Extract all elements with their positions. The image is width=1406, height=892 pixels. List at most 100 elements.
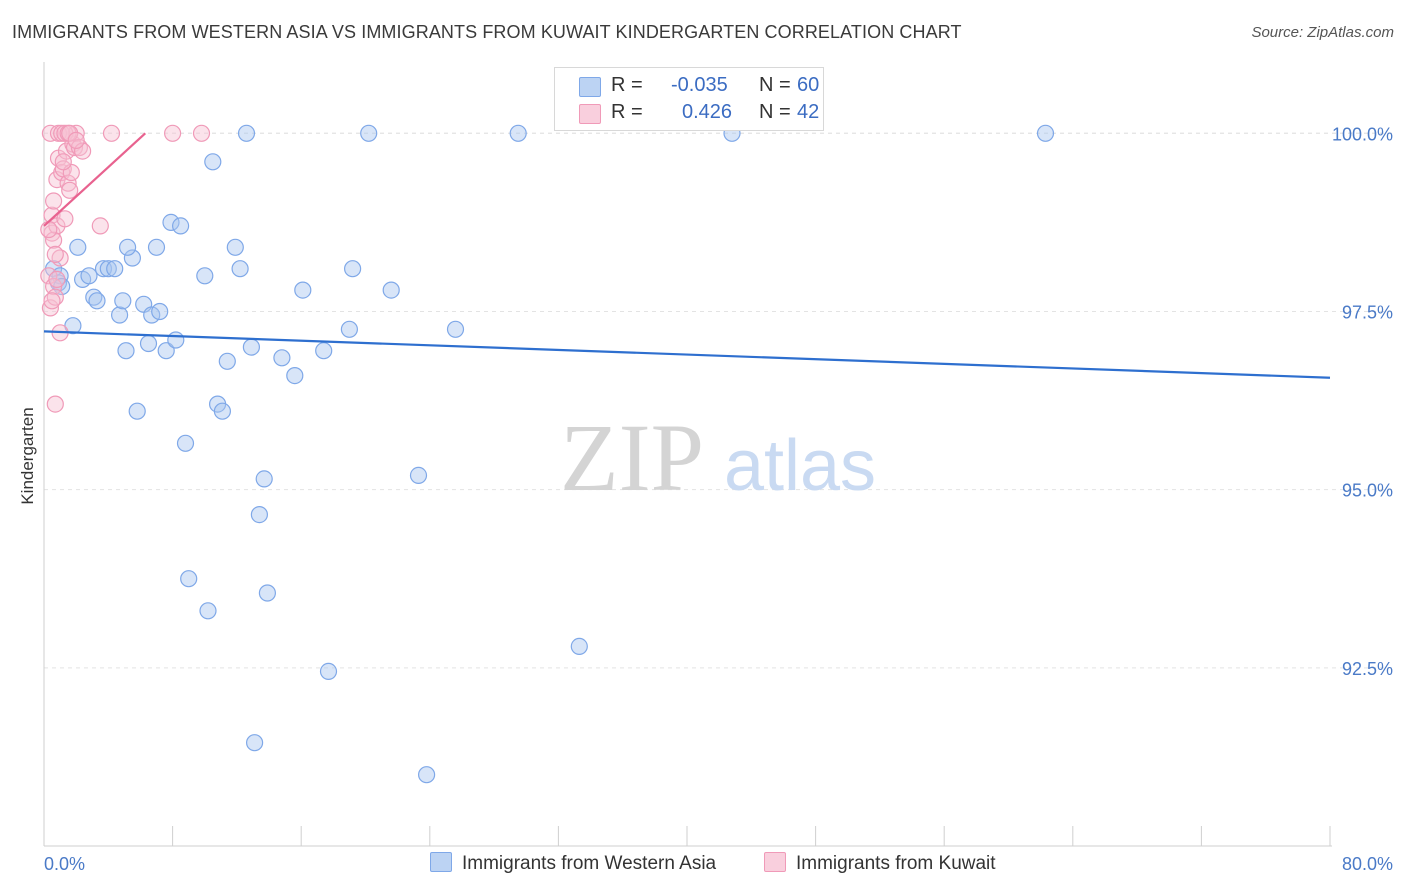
data-point [46,395,64,413]
watermark: ZIP atlas [560,404,876,511]
legend-r-value-western-asia: -0.035 [671,74,728,96]
legend-n-value-kuwait: 42 [797,101,820,123]
data-point [61,124,79,142]
data-point [56,210,74,228]
data-point [59,174,77,192]
data-point [204,153,222,171]
data-point [273,349,291,367]
data-point [69,238,87,256]
data-point [110,306,129,324]
data-point [139,334,158,353]
data-point [418,766,436,784]
data-point [226,238,244,256]
data-point [99,260,117,278]
series-western-asia-points [44,124,1055,784]
legend-n-value-western-asia: 60 [797,74,820,96]
data-point [570,637,588,656]
y-tick-label: 92.5% [1342,659,1393,679]
chart-source: Source: ZipAtlas.com [1251,24,1394,41]
trend-line-western-asia [43,330,1331,379]
data-point [242,338,260,356]
data-point [128,402,146,420]
data-point [157,342,175,360]
data-point [344,260,362,278]
data-point [409,466,428,484]
data-point [151,302,169,321]
legend-swatch-kuwait [579,104,601,124]
data-point [80,267,98,285]
data-point [67,131,85,149]
data-point [172,217,190,235]
data-point [382,281,400,299]
bottom-legend-kuwait: Immigrants from Kuwait [764,852,996,875]
data-point [48,270,66,288]
data-point [114,292,132,310]
gridlines [44,132,1392,669]
data-point [123,249,141,267]
data-point [147,238,166,256]
legend-r-label: R = [611,101,643,123]
tick-labels: 100.0% 97.5% 95.0% 92.5% 0.0% 80.0% [44,124,1393,874]
data-point [46,245,64,263]
data-point [40,220,58,239]
y-tick-label: 95.0% [1342,481,1393,501]
watermark-zip: ZIP [560,404,704,511]
bottom-legend-western-asia: Immigrants from Western Asia [430,852,716,875]
data-point [167,331,185,349]
y-axis-label: Kindergarten [18,407,37,504]
legend-swatch-western-asia [579,77,601,97]
data-point [180,570,198,588]
bottom-legend-swatch-western-asia [430,852,452,872]
stats-legend: R = -0.035 N = 60 R = 0.426 N = 42 [554,67,824,131]
watermark-atlas: atlas [724,426,876,506]
x-tick-label-min: 0.0% [44,854,85,874]
data-point [1036,124,1055,142]
series-kuwait-points [40,124,211,413]
data-point [106,260,124,278]
chart-title: IMMIGRANTS FROM WESTERN ASIA VS IMMIGRAN… [12,22,962,42]
data-point [509,124,527,142]
data-point [231,260,249,278]
data-point [319,662,338,681]
data-point [258,584,276,602]
data-point [41,299,60,317]
data-point [118,238,137,256]
data-point [255,470,273,488]
legend-n-label: N = [759,74,791,96]
data-point [40,267,58,285]
data-point [176,434,195,452]
data-point [117,342,135,360]
y-tick-label: 97.5% [1342,302,1393,322]
legend-r-label: R = [611,74,643,96]
data-point [286,367,304,385]
trend-lines [43,132,1331,379]
data-point [164,124,182,142]
data-point [54,153,72,171]
data-point [61,181,79,199]
data-point [360,124,378,142]
data-point [91,217,109,235]
data-point [250,505,268,524]
bottom-legend-swatch-kuwait [764,852,786,872]
data-point [192,124,211,142]
data-point [246,734,264,752]
data-point [43,292,61,310]
data-point [199,602,217,620]
legend-n-label: N = [759,101,791,123]
data-point [88,292,106,310]
data-point [294,281,312,299]
bottom-legend-label-kuwait: Immigrants from Kuwait [796,853,996,874]
bottom-legend-label-western-asia: Immigrants from Western Asia [462,853,717,874]
data-point [237,124,256,142]
data-point [196,267,214,285]
data-point [102,124,121,142]
legend-r-value-kuwait: 0.426 [682,101,733,123]
data-points [40,124,1055,784]
data-point [44,231,63,249]
data-point [43,206,61,224]
data-point [73,142,92,160]
data-point [315,342,333,360]
x-tick-label-max: 80.0% [1342,854,1393,874]
data-point [44,192,63,210]
